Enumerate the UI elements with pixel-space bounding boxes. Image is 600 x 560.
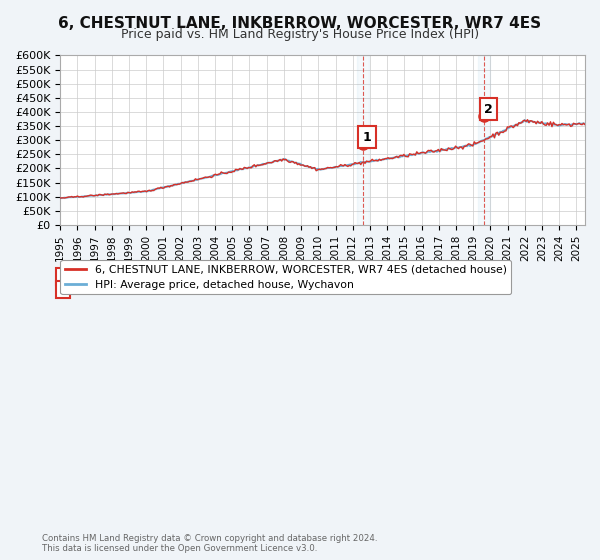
Text: £285,000: £285,000 — [254, 272, 307, 282]
Legend: 6, CHESTNUT LANE, INKBERROW, WORCESTER, WR7 4ES (detached house), HPI: Average p: 6, CHESTNUT LANE, INKBERROW, WORCESTER, … — [61, 260, 511, 294]
Bar — [356, 55, 368, 225]
Text: 27-JUL-2012: 27-JUL-2012 — [94, 272, 163, 282]
Text: £385,000: £385,000 — [254, 284, 307, 295]
Text: 1: 1 — [59, 272, 67, 282]
Text: 6, CHESTNUT LANE, INKBERROW, WORCESTER, WR7 4ES: 6, CHESTNUT LANE, INKBERROW, WORCESTER, … — [58, 16, 542, 31]
Bar — [478, 55, 490, 225]
Text: 1: 1 — [362, 131, 371, 144]
Text: 2: 2 — [484, 102, 493, 115]
Text: Contains HM Land Registry data © Crown copyright and database right 2024.
This d: Contains HM Land Registry data © Crown c… — [42, 534, 377, 553]
Text: 4% ↓ HPI: 4% ↓ HPI — [375, 272, 428, 282]
Text: 21-AUG-2019: 21-AUG-2019 — [94, 284, 169, 295]
Text: Price paid vs. HM Land Registry's House Price Index (HPI): Price paid vs. HM Land Registry's House … — [121, 28, 479, 41]
Text: 3% ↓ HPI: 3% ↓ HPI — [375, 284, 427, 295]
Text: 2: 2 — [59, 284, 67, 295]
